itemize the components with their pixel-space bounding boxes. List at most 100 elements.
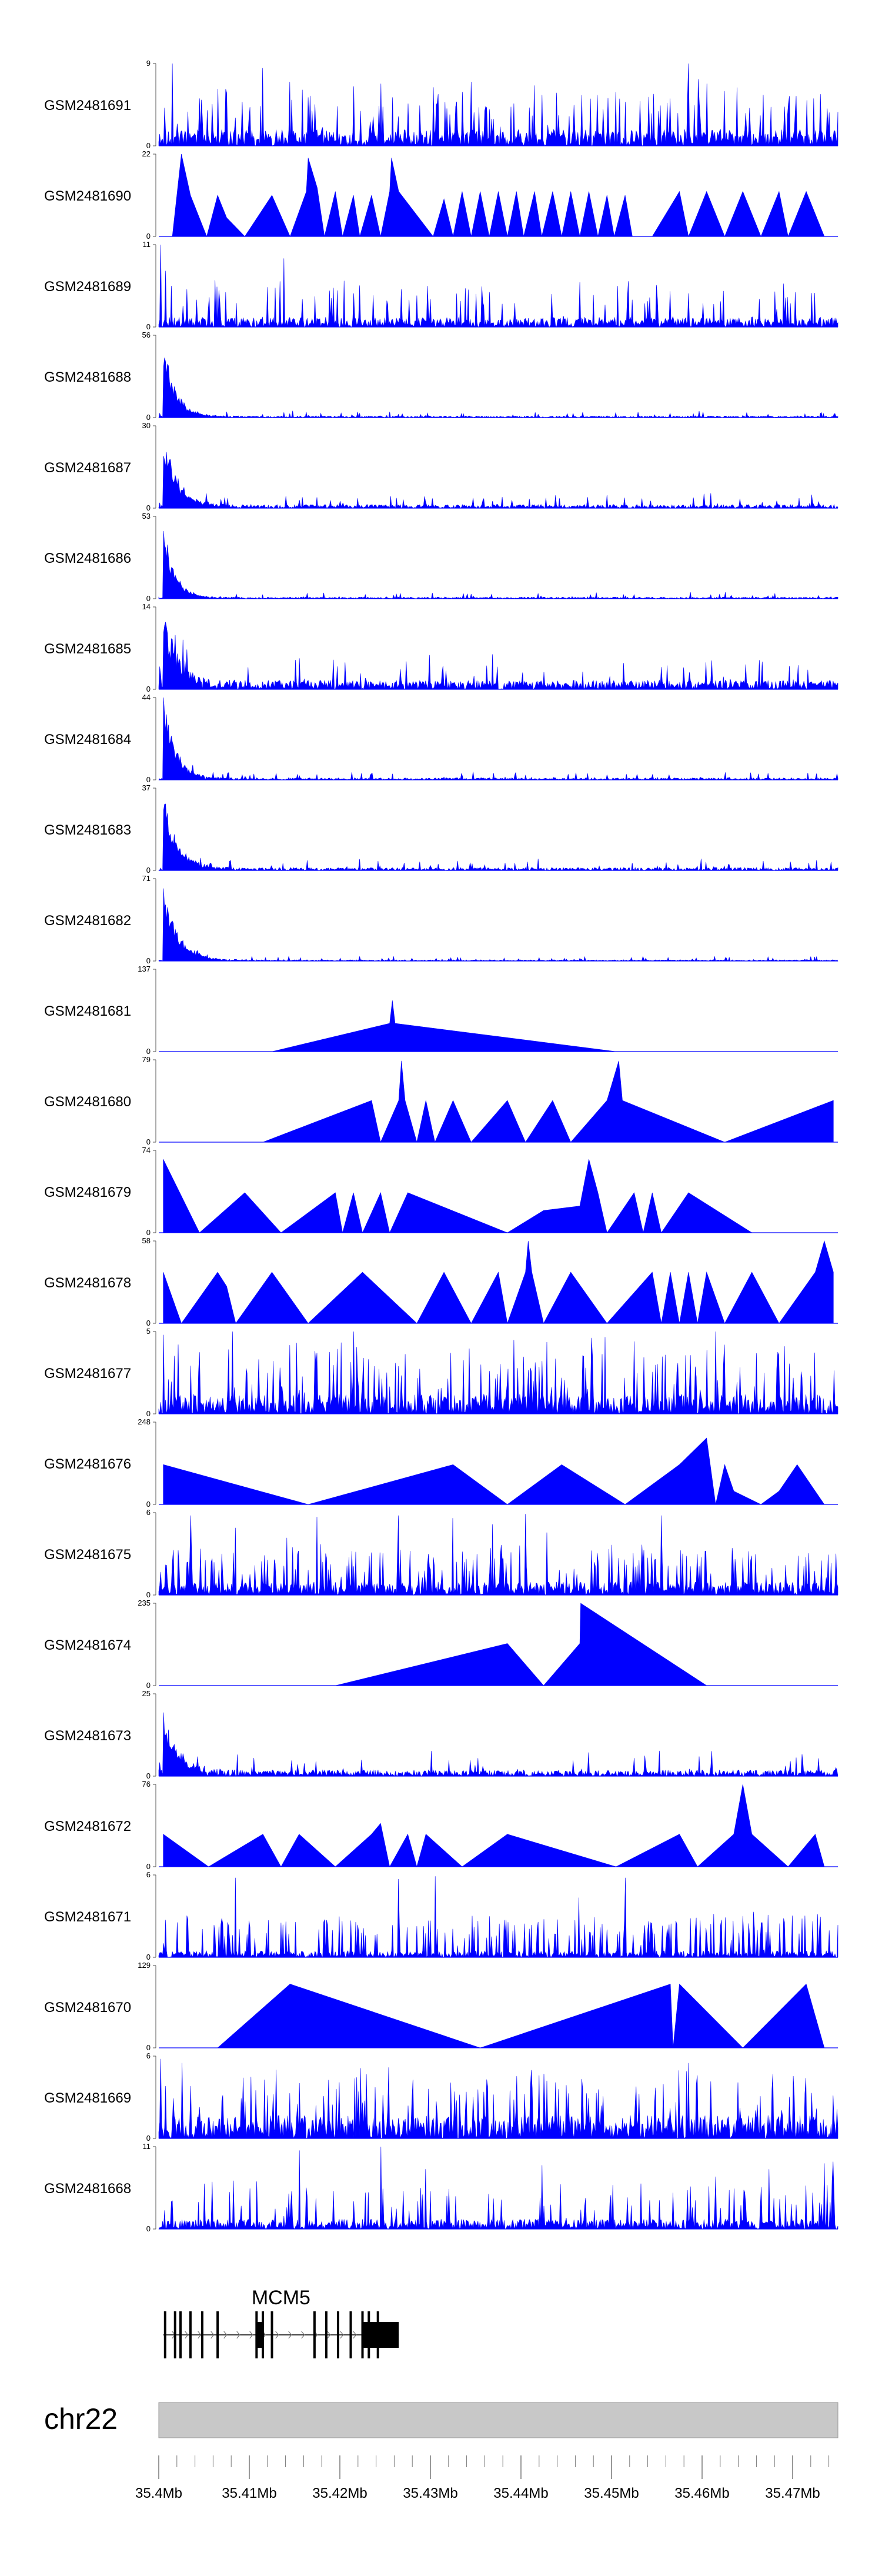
track-signal-area (262, 1060, 834, 1143)
track-ymin-label: 0 (146, 141, 151, 150)
track-ymin-label: 0 (146, 594, 151, 603)
gene-exons (163, 2311, 399, 2358)
track-GSM2481689: GSM2481689 11 0 (44, 240, 838, 331)
track-ymax-label: 6 (146, 1508, 151, 1517)
gene-label: MCM5 (252, 2287, 310, 2309)
track-name-label: GSM2481675 (44, 1547, 131, 1563)
track-ymax-label: 14 (142, 602, 151, 611)
track-name-label: GSM2481682 (44, 913, 131, 929)
track-name-label: GSM2481669 (44, 2090, 131, 2106)
track-GSM2481686: GSM2481686 53 0 (44, 512, 838, 603)
x-tick-label: 35.41Mb (222, 2485, 276, 2501)
track-ymin-label: 0 (146, 1862, 151, 1871)
x-tick-label: 35.45Mb (584, 2485, 639, 2501)
track-ymin-label: 0 (146, 1771, 151, 1780)
track-name-label: GSM2481668 (44, 2181, 131, 2197)
track-ymin-label: 0 (146, 866, 151, 875)
track-ymin-label: 0 (146, 1500, 151, 1509)
track-ymax-label: 22 (142, 149, 151, 158)
track-signal-area (158, 2146, 838, 2230)
track-ymax-label: 235 (138, 1599, 151, 1607)
track-name-label: GSM2481690 (44, 188, 131, 204)
track-name-label: GSM2481671 (44, 1909, 131, 1925)
exon-mark (349, 2311, 352, 2358)
track-GSM2481681: GSM2481681 137 0 (44, 965, 838, 1056)
track-ymax-label: 58 (142, 1236, 151, 1245)
track-ymin-label: 0 (146, 1590, 151, 1599)
track-ymin-label: 0 (146, 2134, 151, 2143)
track-ymax-label: 44 (142, 693, 151, 702)
track-name-label: GSM2481676 (44, 1456, 131, 1472)
strand-arrow (211, 2331, 215, 2339)
track-ymax-label: 30 (142, 421, 151, 430)
chromosome-ideogram-bar (158, 2402, 838, 2438)
exon-mark (313, 2311, 316, 2358)
strand-arrow (275, 2331, 279, 2339)
track-ymin-label: 0 (146, 2224, 151, 2233)
x-tick-label: 35.47Mb (765, 2485, 820, 2501)
track-signal-area (158, 1876, 838, 1958)
track-signal-area (158, 63, 838, 147)
track-ymax-label: 37 (142, 783, 151, 792)
track-name-label: GSM2481684 (44, 732, 131, 748)
track-ymax-label: 129 (138, 1961, 151, 1970)
exon-mark (189, 2311, 192, 2358)
track-name-label: GSM2481678 (44, 1275, 131, 1291)
track-ymin-label: 0 (146, 322, 151, 331)
x-tick-label: 35.4Mb (135, 2485, 182, 2501)
strand-arrow (340, 2331, 344, 2339)
track-ymax-label: 137 (138, 965, 151, 973)
strand-arrow (301, 2331, 305, 2339)
track-ymin-label: 0 (146, 956, 151, 965)
strand-arrow (185, 2331, 189, 2339)
track-GSM2481679: GSM2481679 74 0 (44, 1146, 838, 1237)
track-GSM2481690: GSM2481690 22 0 (44, 149, 838, 241)
x-tick-label: 35.46Mb (674, 2485, 729, 2501)
track-ymax-label: 9 (146, 59, 151, 68)
exon-mark (179, 2311, 182, 2358)
track-ymax-label: 5 (146, 1327, 151, 1336)
track-name-label: GSM2481683 (44, 822, 131, 838)
track-GSM2481685: GSM2481685 14 0 (44, 602, 838, 693)
track-GSM2481672: GSM2481672 76 0 (44, 1780, 838, 1871)
track-GSM2481668: GSM2481668 11 0 (44, 2142, 838, 2233)
exon-mark (163, 2311, 166, 2358)
track-ymax-label: 74 (142, 1146, 151, 1154)
track-ymin-label: 0 (146, 775, 151, 784)
exon-block (255, 2322, 264, 2348)
strand-arrow (236, 2331, 240, 2339)
track-ymax-label: 6 (146, 2051, 151, 2060)
track-signal-area (158, 803, 838, 872)
track-ymax-label: 76 (142, 1780, 151, 1788)
track-ymin-label: 0 (146, 2043, 151, 2052)
track-ymin-label: 0 (146, 232, 151, 241)
track-GSM2481669: GSM2481669 6 0 (44, 2051, 838, 2143)
x-tick-label: 35.44Mb (493, 2485, 548, 2501)
track-GSM2481684: GSM2481684 44 0 (44, 693, 838, 784)
x-tick-label: 35.42Mb (312, 2485, 367, 2501)
track-ymax-label: 11 (143, 240, 151, 249)
track-name-label: GSM2481687 (44, 460, 131, 476)
track-signal-area (158, 1712, 838, 1777)
track-GSM2481674: GSM2481674 235 0 (44, 1599, 838, 1690)
track-name-label: GSM2481681 (44, 1003, 131, 1019)
exon-mark (325, 2311, 328, 2358)
track-GSM2481671: GSM2481671 6 0 (44, 1870, 838, 1961)
track-name-label: GSM2481670 (44, 2000, 131, 2016)
track-signal-area (158, 244, 838, 328)
chromosome-label: chr22 (44, 2403, 118, 2435)
track-GSM2481675: GSM2481675 6 0 (44, 1508, 838, 1599)
x-tick-label: 35.43Mb (403, 2485, 457, 2501)
track-ymin-label: 0 (146, 503, 151, 512)
track-GSM2481687: GSM2481687 30 0 (44, 421, 838, 512)
utr-block (362, 2322, 399, 2348)
signal-tracks: GSM248169190GSM2481690220GSM2481689110GS… (44, 59, 838, 2233)
track-name-label: GSM2481691 (44, 98, 131, 114)
track-ymax-label: 6 (146, 1870, 151, 1879)
track-ymax-label: 248 (138, 1417, 151, 1426)
exon-mark (270, 2311, 273, 2358)
track-ymin-label: 0 (146, 1319, 151, 1327)
track-ymin-label: 0 (146, 1409, 151, 1418)
track-GSM2481680: GSM2481680 79 0 (44, 1055, 838, 1146)
track-signal-area (158, 1514, 838, 1596)
